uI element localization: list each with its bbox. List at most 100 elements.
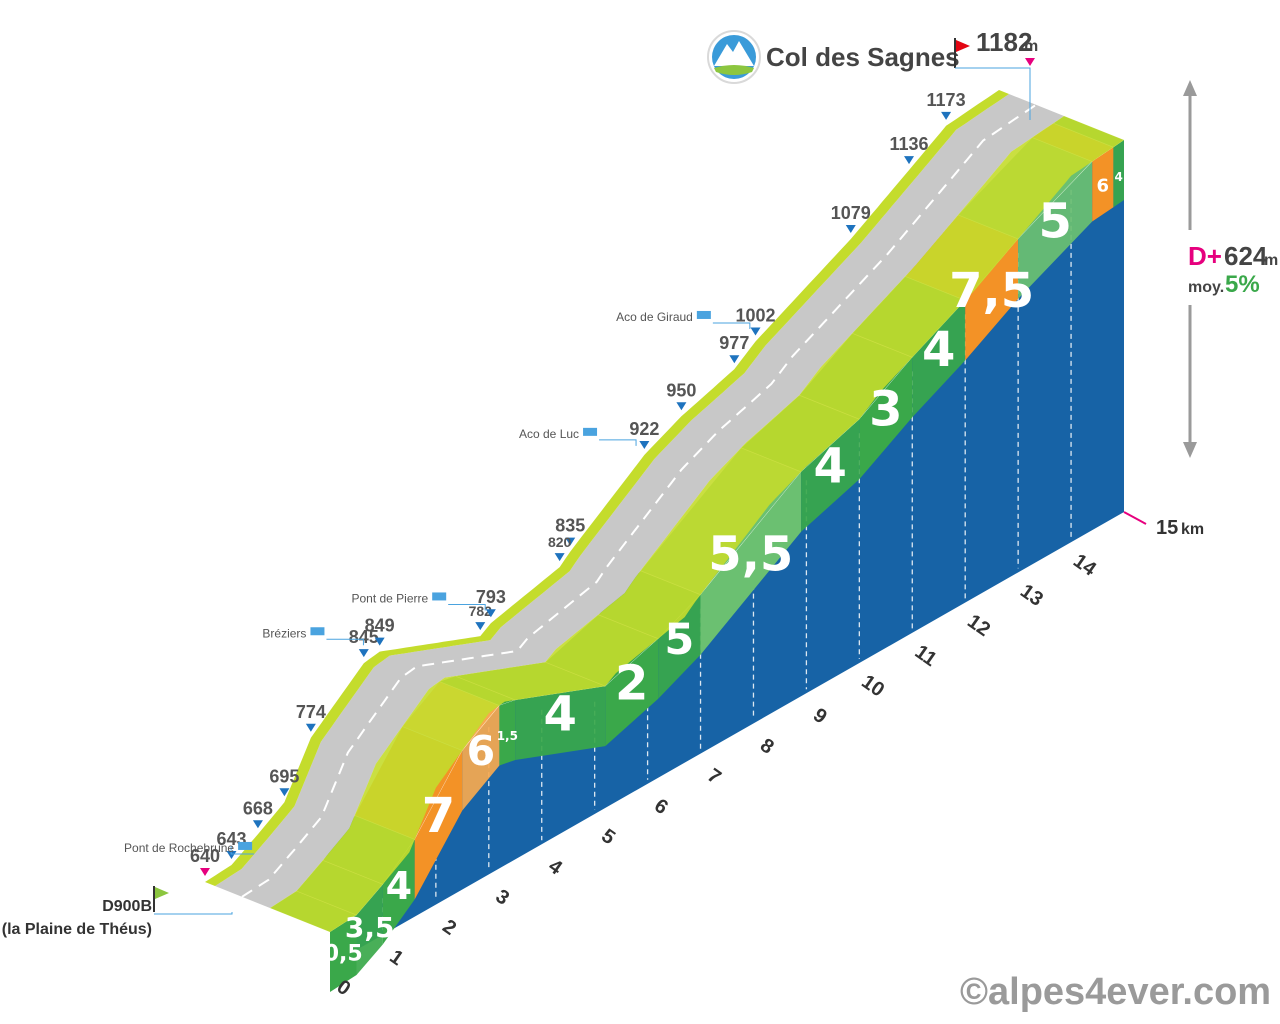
elevation-marker-icon bbox=[305, 723, 316, 732]
avg-label: moy. bbox=[1188, 279, 1224, 296]
elevation-marker-icon bbox=[845, 224, 856, 233]
place-leader-line bbox=[712, 322, 751, 329]
elevation-marker-icon bbox=[358, 649, 369, 658]
gradient-panel bbox=[1018, 161, 1093, 299]
arrow-down-icon bbox=[1183, 442, 1197, 458]
place-leader-line bbox=[326, 638, 364, 646]
arrow-up-icon bbox=[1183, 80, 1197, 96]
elevation-label: 849 bbox=[365, 616, 395, 636]
place-leader-line bbox=[448, 603, 486, 611]
km-tick-label: 13 bbox=[1016, 580, 1047, 611]
summit-marker-icon bbox=[1025, 58, 1035, 66]
start-road: D900B bbox=[102, 898, 152, 915]
km-tick-label: 8 bbox=[756, 734, 778, 758]
km-tick-label: 9 bbox=[809, 704, 831, 728]
place-label: Pont de Pierre bbox=[351, 591, 428, 605]
grade-label: 7,5 bbox=[949, 263, 1034, 319]
road-verge bbox=[205, 90, 1009, 886]
gradient-panel bbox=[859, 357, 913, 480]
km-tick-label: 10 bbox=[857, 671, 888, 702]
place-label: Aco de Luc bbox=[519, 427, 579, 441]
elevation-label: 835 bbox=[555, 516, 585, 536]
elevation-label: 820 bbox=[548, 534, 572, 550]
gradient-panel bbox=[330, 915, 357, 992]
gradient-panel bbox=[965, 238, 1019, 361]
road-centerline bbox=[241, 103, 1037, 898]
elevation-marker-icon bbox=[485, 609, 496, 618]
elevation-label: 922 bbox=[629, 419, 659, 439]
grade-label: 0,5 bbox=[324, 942, 363, 967]
gradient-panel bbox=[700, 471, 802, 655]
km-tick-label: 7 bbox=[703, 764, 725, 788]
start-header: D900B (la Plaine de Théus) bbox=[2, 886, 233, 938]
elevation-label: 640 bbox=[190, 846, 220, 866]
grade-label: 5 bbox=[664, 615, 694, 665]
km-tick-label: 12 bbox=[963, 610, 994, 641]
start-place: (la Plaine de Théus) bbox=[2, 921, 152, 938]
elevation-marker-icon bbox=[374, 637, 385, 646]
elevation-label: 774 bbox=[296, 702, 326, 722]
gradient-panel bbox=[356, 884, 383, 975]
km-tick-label: 14 bbox=[1069, 550, 1101, 581]
grade-label: 4 bbox=[814, 439, 847, 495]
km-tick-label: 11 bbox=[911, 641, 941, 671]
dplus-unit: m bbox=[1264, 252, 1278, 269]
dplus-value: 624 bbox=[1224, 241, 1268, 271]
grade-label: 4 bbox=[386, 864, 412, 908]
credit-watermark: ©alpes4ever.com bbox=[960, 971, 1271, 1013]
elevation-marker-icon bbox=[475, 622, 486, 631]
summit-flag-icon bbox=[954, 38, 970, 68]
km-tick-label: 3 bbox=[491, 885, 513, 909]
elevation-label: 1136 bbox=[889, 134, 928, 154]
grade-label: 6 bbox=[1097, 176, 1110, 197]
summit-name: Col des Sagnes bbox=[766, 42, 960, 72]
grade-label: 7 bbox=[422, 788, 455, 844]
church-icon bbox=[310, 627, 325, 636]
elevation-marker-icon bbox=[200, 868, 210, 876]
elevation-marker-icon bbox=[941, 111, 952, 120]
summit-altitude-unit: m bbox=[1024, 38, 1038, 55]
km-tick-label: 6 bbox=[650, 795, 672, 819]
km-tick-label: 5 bbox=[597, 825, 619, 849]
elevation-marker-icon bbox=[565, 537, 576, 546]
place-label: Bréziers bbox=[262, 626, 306, 640]
avg-value: 5% bbox=[1225, 271, 1260, 298]
elevation-label: 695 bbox=[269, 766, 299, 786]
bridge-icon bbox=[238, 841, 253, 850]
grade-label: 4 bbox=[1115, 170, 1123, 184]
gradient-panel bbox=[801, 419, 860, 532]
grade-label: 3 bbox=[869, 381, 902, 437]
summit-header: Col des Sagnes 1182 m bbox=[707, 27, 1038, 120]
dplus-label: D+ bbox=[1188, 241, 1222, 271]
gradient-panel bbox=[499, 700, 516, 766]
km-tick-label: 1 bbox=[386, 946, 408, 970]
grade-label: 5,5 bbox=[708, 526, 793, 582]
grade-label: 6 bbox=[467, 727, 496, 775]
elevation-marker-icon bbox=[676, 402, 687, 411]
place-markers: Pont de Rochebrune Bréziers Pont de Pierre… bbox=[124, 310, 751, 855]
place-leader-line bbox=[230, 845, 255, 855]
end-distance-value: 15 bbox=[1156, 517, 1178, 539]
grade-label: 4 bbox=[544, 686, 577, 742]
elevation-marker-icon bbox=[279, 788, 290, 797]
grade-label: 3,5 bbox=[345, 911, 395, 944]
elevation-label: 977 bbox=[719, 333, 749, 353]
place-label: Aco de Giraud bbox=[616, 310, 693, 324]
elevation-marker-icon bbox=[750, 327, 761, 336]
elevation-label: 1002 bbox=[735, 306, 775, 326]
elevation-marker-icon bbox=[729, 355, 740, 364]
elevation-marker-icon bbox=[252, 820, 263, 829]
elevation-label: 1173 bbox=[927, 90, 966, 110]
end-distance: 15 km bbox=[1123, 511, 1204, 539]
houses-icon bbox=[432, 592, 447, 601]
summit-altitude: 1182 bbox=[976, 27, 1032, 57]
elevation-label: 668 bbox=[243, 798, 273, 818]
km-tick-label: 2 bbox=[438, 915, 460, 939]
place-label: Pont de Rochebrune bbox=[124, 841, 234, 855]
elevation-marker-icon bbox=[639, 440, 650, 449]
place-leader-line bbox=[599, 439, 637, 446]
start-flag-icon bbox=[153, 886, 169, 912]
km-tick-label: 4 bbox=[544, 855, 566, 880]
grade-label: 5 bbox=[1038, 193, 1071, 249]
